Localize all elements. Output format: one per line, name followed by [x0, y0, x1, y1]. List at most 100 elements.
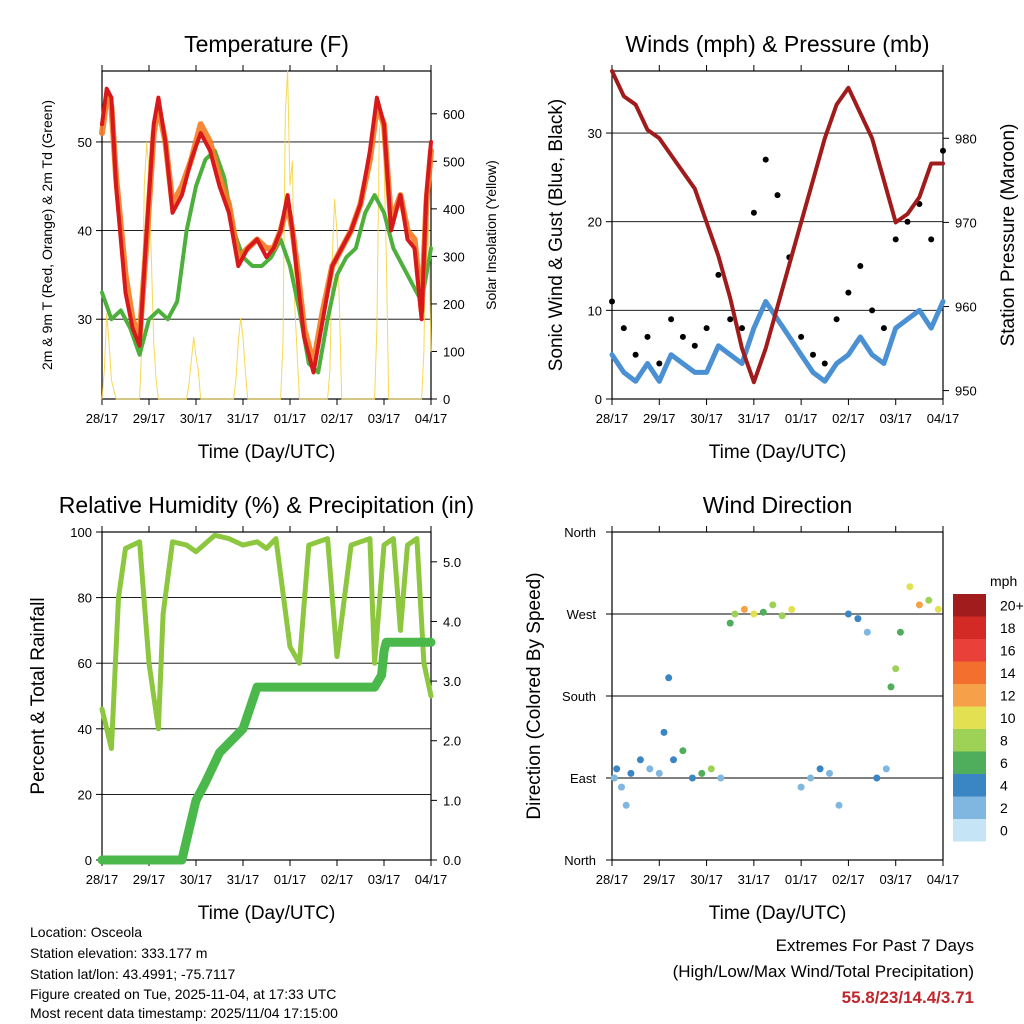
y2-axis-label: Solar Insolation (Yellow) [483, 160, 499, 310]
y2-tick-label: 0.0 [443, 853, 461, 868]
chart-title: Wind Direction [703, 492, 853, 518]
x-tick-label: 31/17 [227, 411, 260, 426]
gust-point [857, 263, 864, 269]
y-tick-label: 30 [78, 312, 92, 327]
x-tick-label: 02/17 [832, 411, 865, 426]
direction-point [835, 801, 843, 809]
legend-swatch [953, 706, 986, 729]
y-tick-label: North [564, 853, 596, 868]
y-tick-label: 0 [85, 853, 92, 868]
extremes-values: 55.8/23/14.4/3.71 [841, 988, 974, 1007]
created-text: Figure created on Tue, 2025-11-04, at 17… [30, 986, 337, 1002]
direction-point [769, 601, 777, 609]
x-tick-label: 29/17 [133, 411, 166, 426]
y2-tick-label: 980 [955, 131, 977, 146]
gust-point [632, 351, 639, 358]
direction-point [726, 619, 734, 627]
legend-label: 8 [1000, 732, 1008, 748]
y2-tick-label: 970 [955, 215, 977, 230]
x-tick-label: 29/17 [133, 872, 166, 887]
gust-point [715, 271, 722, 278]
x-tick-label: 04/17 [415, 872, 448, 887]
gust-point [668, 316, 675, 323]
legend-label: 12 [1000, 687, 1016, 703]
gust-point [940, 147, 946, 154]
direction-point [679, 747, 687, 755]
y2-tick-label: 5.0 [443, 555, 461, 570]
direction-point [646, 765, 654, 773]
x-axis-label: Time (Day/UTC) [198, 903, 336, 924]
y-tick-label: 50 [78, 135, 92, 150]
direction-point [816, 765, 824, 773]
y-tick-label: 60 [78, 656, 92, 671]
series-line-relative-humidity [99, 532, 434, 751]
x-tick-label: 29/17 [643, 411, 676, 426]
gust-point [928, 236, 935, 243]
x-tick-label: 04/17 [927, 872, 960, 887]
x-tick-label: 01/17 [274, 872, 307, 887]
legend-label: 16 [1000, 642, 1016, 658]
x-tick-label: 01/17 [785, 411, 818, 426]
direction-point [660, 728, 668, 736]
direction-point [707, 765, 715, 773]
legend-label: 2 [1000, 800, 1008, 816]
series-line-solar-insolation [101, 70, 432, 400]
x-tick-label: 03/17 [368, 411, 401, 426]
direction-point [892, 665, 900, 673]
direction-point [896, 628, 904, 636]
direction-point [627, 769, 635, 777]
y-tick-label: 10 [588, 303, 602, 318]
latlon-text: Station lat/lon: 43.4991; -75.7117 [30, 966, 236, 982]
gust-point [810, 351, 816, 358]
gust-point [727, 316, 734, 323]
y-tick-label: 20 [588, 215, 602, 230]
gust-point [833, 316, 840, 323]
gust-point [869, 307, 876, 314]
x-tick-label: 03/17 [879, 872, 912, 887]
direction-point [670, 756, 677, 764]
gust-point [880, 325, 887, 332]
location-text: Location: Osceola [30, 924, 143, 940]
y-tick-label: West [567, 607, 597, 622]
x-tick-label: 31/17 [227, 872, 260, 887]
direction-point [731, 610, 739, 618]
gust-point [798, 333, 805, 340]
gust-point [845, 289, 852, 296]
recent-timestamp-text: Most recent data timestamp: 2025/11/04 1… [30, 1005, 338, 1021]
x-tick-label: 02/17 [321, 411, 354, 426]
direction-point [915, 601, 923, 609]
legend-swatch [953, 796, 986, 819]
gust-point [821, 360, 828, 367]
series-line-station-pressure [610, 69, 945, 385]
direction-point [655, 769, 663, 777]
legend-swatch [953, 661, 986, 684]
series-line-2m-t [100, 86, 433, 375]
legend-label: 0 [1000, 822, 1008, 838]
y-tick-label: 80 [78, 591, 92, 606]
legend-swatch [953, 819, 986, 842]
y2-tick-label: 400 [443, 202, 465, 217]
extremes-subtitle: (High/Low/Max Wind/Total Precipitation) [672, 962, 974, 981]
direction-point [717, 774, 725, 782]
series-line-2m-td [100, 148, 433, 375]
y2-axis-label: Station Pressure (Maroon) [998, 124, 1019, 347]
legend-label: 10 [1000, 710, 1016, 726]
y2-tick-label: 1.0 [443, 793, 461, 808]
x-tick-label: 31/17 [738, 411, 771, 426]
direction-point [613, 765, 621, 773]
plot-frame-2 [611, 70, 944, 400]
x-tick-label: 28/17 [86, 872, 119, 887]
x-tick-label: 30/17 [690, 411, 723, 426]
gust-point [656, 360, 663, 367]
y2-tick-label: 3.0 [443, 674, 461, 689]
direction-point [688, 774, 696, 782]
y-tick-label: 100 [70, 525, 92, 540]
direction-point [887, 683, 895, 691]
direction-point [797, 783, 805, 791]
gust-point [750, 209, 757, 216]
gust-point [691, 342, 698, 349]
gust-point [762, 156, 769, 163]
legend-label: 14 [1000, 665, 1016, 681]
direction-point [807, 774, 815, 782]
direction-point [740, 605, 748, 613]
